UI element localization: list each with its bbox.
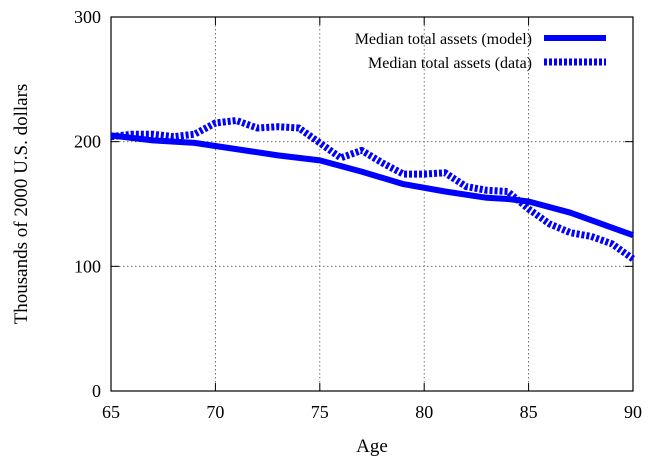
y-axis-label: Thousands of 2000 U.S. dollars — [11, 84, 32, 325]
x-axis-label: Age — [356, 436, 388, 457]
x-tick-label: 75 — [311, 402, 329, 422]
data-series-line — [110, 117, 636, 262]
y-tick-label: 0 — [92, 381, 101, 401]
model-series-line — [110, 132, 635, 239]
y-tick-label: 100 — [74, 256, 101, 276]
y-tick-label: 200 — [74, 132, 101, 152]
legend-label: Median total assets (model) — [355, 31, 532, 48]
axis-ticks — [110, 16, 634, 392]
plot-frame — [110, 16, 634, 392]
y-tick-label: 300 — [74, 7, 101, 27]
series-lines — [110, 117, 636, 262]
x-tick-label: 85 — [520, 402, 538, 422]
legend-label: Median total assets (data) — [368, 55, 532, 72]
axis-tick-labels: 65 70 75 80 85 90 0 100 200 300 — [74, 7, 642, 422]
grid-lines — [111, 17, 633, 391]
x-tick-label: 90 — [624, 402, 642, 422]
x-tick-label: 65 — [102, 402, 120, 422]
x-tick-label: 80 — [415, 402, 433, 422]
legend: Median total assets (model) Median total … — [355, 31, 606, 72]
x-tick-label: 70 — [206, 402, 224, 422]
